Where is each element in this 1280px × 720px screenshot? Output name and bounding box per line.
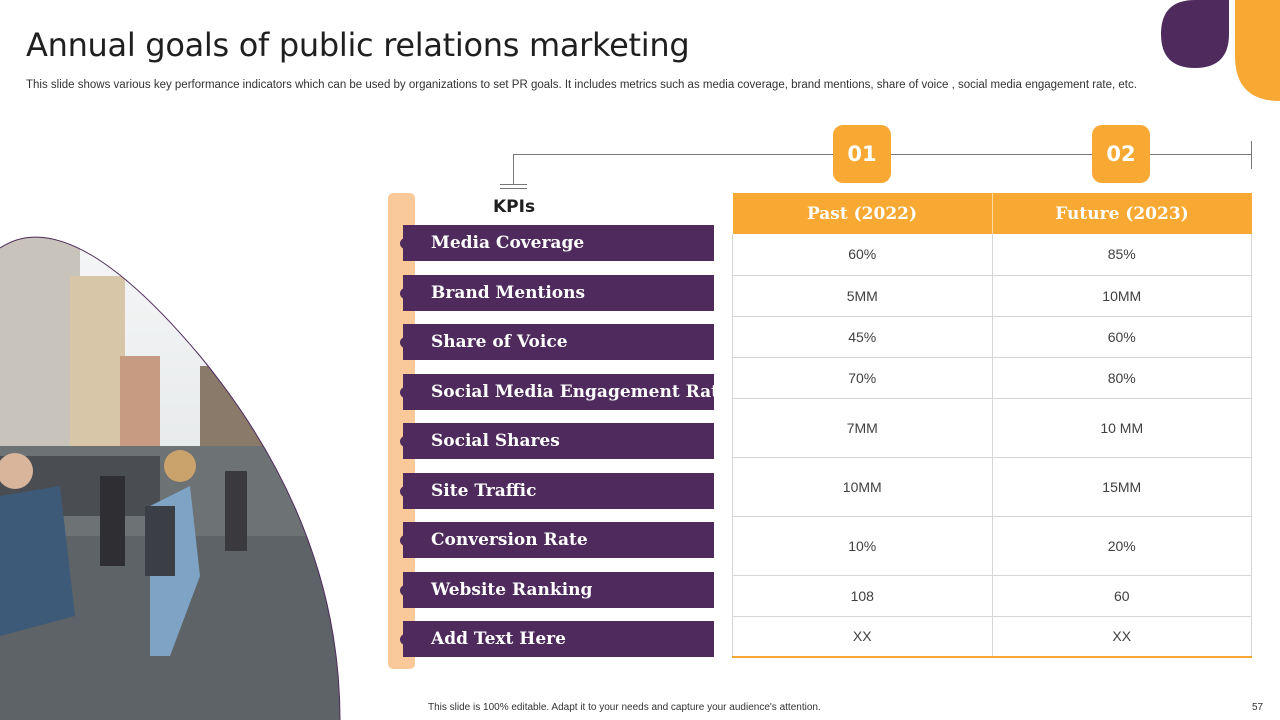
table-row: 60% 85% bbox=[732, 234, 1252, 276]
table-cell: 60% bbox=[992, 316, 1252, 358]
table-cell: 10% bbox=[732, 516, 993, 576]
table-row: 7MM 10 MM bbox=[732, 398, 1252, 458]
slide-title: Annual goals of public relations marketi… bbox=[26, 26, 690, 64]
table-cell: 5MM bbox=[732, 275, 993, 317]
kpi-item: Social Media Engagement Rate bbox=[403, 374, 730, 410]
slide-subtitle: This slide shows various key performance… bbox=[26, 79, 1137, 91]
purple-leaf-shape bbox=[1161, 0, 1229, 68]
table-row: XX XX bbox=[732, 616, 1252, 658]
kpi-item: Website Ranking bbox=[403, 572, 714, 608]
table-row: 70% 80% bbox=[732, 357, 1252, 399]
column-header-past: Past (2022) bbox=[732, 193, 993, 234]
kpi-bullet-icon bbox=[400, 337, 411, 348]
table-row: 108 60 bbox=[732, 575, 1252, 617]
table-cell: 20% bbox=[992, 516, 1252, 576]
kpi-bullet-icon bbox=[400, 288, 411, 299]
badge-01: 01 bbox=[833, 125, 891, 183]
kpi-bullet-icon bbox=[400, 634, 411, 645]
kpi-item: Conversion Rate bbox=[403, 522, 714, 558]
kpi-item: Site Traffic bbox=[403, 473, 714, 509]
kpi-item: Social Shares bbox=[403, 423, 714, 459]
page-number: 57 bbox=[1252, 702, 1264, 713]
table-cell: 108 bbox=[732, 575, 993, 617]
table-cell: 10 MM bbox=[992, 398, 1252, 458]
table-cell: XX bbox=[732, 616, 993, 658]
table-cell: 15MM bbox=[992, 457, 1252, 517]
kpi-bullet-icon bbox=[400, 535, 411, 546]
table-cell: 45% bbox=[732, 316, 993, 358]
table-row: 10% 20% bbox=[732, 516, 1252, 576]
kpi-bullet-icon bbox=[400, 585, 411, 596]
table-cell: 10MM bbox=[992, 275, 1252, 317]
kpi-item: Brand Mentions bbox=[403, 275, 714, 311]
street-photo bbox=[0, 236, 341, 720]
connector-right-tick bbox=[1251, 141, 1252, 169]
kpi-values-table: Past (2022) Future (2023) 60% 85% 5MM 10… bbox=[732, 193, 1252, 658]
table-row: 10MM 15MM bbox=[732, 457, 1252, 517]
table-row: 45% 60% bbox=[732, 316, 1252, 358]
kpi-bullet-icon bbox=[400, 436, 411, 447]
connector-left-foot-2 bbox=[500, 188, 527, 189]
kpi-bullet-icon bbox=[400, 238, 411, 249]
table-cell: XX bbox=[992, 616, 1252, 658]
table-header-row: Past (2022) Future (2023) bbox=[732, 193, 1252, 234]
table-cell: 10MM bbox=[732, 457, 993, 517]
table-cell: 80% bbox=[992, 357, 1252, 399]
orange-corner-shape bbox=[1235, 0, 1280, 101]
kpi-bullet-icon bbox=[400, 486, 411, 497]
table-cell: 60 bbox=[992, 575, 1252, 617]
connector-left-foot bbox=[500, 184, 527, 185]
column-header-future: Future (2023) bbox=[1055, 203, 1189, 224]
corner-decoration bbox=[1161, 0, 1280, 101]
kpi-bullet-icon bbox=[400, 387, 411, 398]
table-cell: 70% bbox=[732, 357, 993, 399]
table-cell: 85% bbox=[992, 234, 1252, 276]
badge-02: 02 bbox=[1092, 125, 1150, 183]
kpi-item: Add Text Here bbox=[403, 621, 714, 657]
kpi-item: Media Coverage bbox=[403, 225, 714, 261]
kpi-item: Share of Voice bbox=[403, 324, 714, 360]
table-cell: 60% bbox=[732, 234, 993, 276]
table-cell: 7MM bbox=[732, 398, 993, 458]
connector-left-drop bbox=[513, 154, 514, 184]
table-row: 5MM 10MM bbox=[732, 275, 1252, 317]
footer-note: This slide is 100% editable. Adapt it to… bbox=[428, 702, 821, 713]
kpi-header: KPIs bbox=[493, 197, 536, 217]
